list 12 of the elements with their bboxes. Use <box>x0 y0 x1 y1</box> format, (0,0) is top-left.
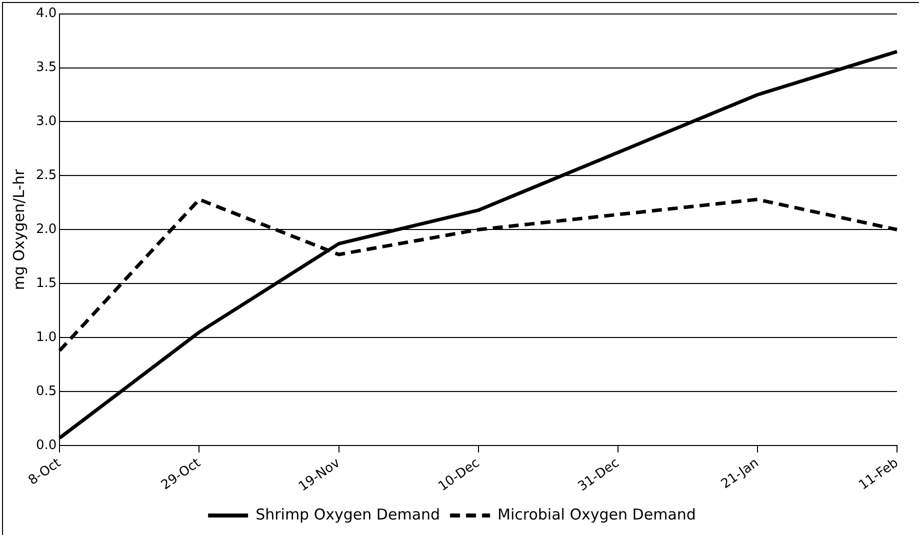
y-tick-label: 0.5 <box>36 384 57 399</box>
y-tick-label: 3.0 <box>36 114 57 130</box>
y-tick-label: 2.0 <box>36 222 57 238</box>
legend-label: Microbial Oxygen Demand <box>498 505 696 524</box>
y-tick-label: 1.0 <box>36 330 57 345</box>
y-tick-label: 3.5 <box>36 60 57 76</box>
y-tick-label: 0.0 <box>36 438 57 453</box>
legend-label: Shrimp Oxygen Demand <box>256 505 440 524</box>
y-tick-label: 1.5 <box>36 276 57 291</box>
y-tick-label: 4.0 <box>36 6 57 22</box>
y-axis-title: mg Oxygen/L-hr <box>10 168 28 290</box>
y-tick-label: 2.5 <box>36 168 57 184</box>
